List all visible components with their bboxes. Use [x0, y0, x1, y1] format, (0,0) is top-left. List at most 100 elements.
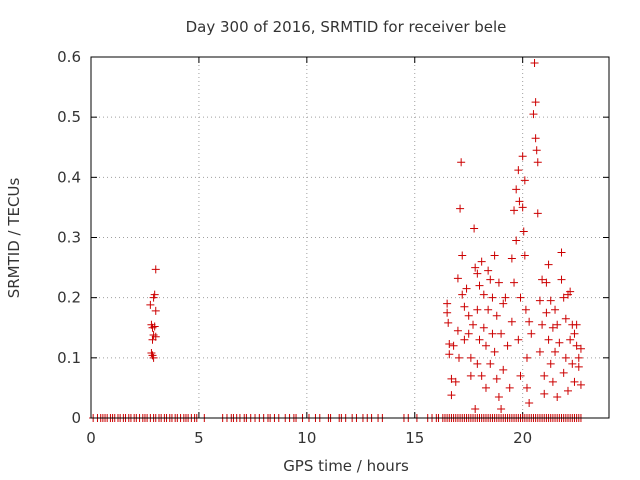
data-point: [505, 383, 514, 392]
data-point: [563, 386, 572, 395]
chart-title: Day 300 of 2016, SRMTID for receiver bel…: [186, 18, 507, 36]
y-tick-label: 0.2: [57, 289, 81, 307]
data-point: [551, 305, 560, 314]
data-point: [516, 293, 525, 302]
data-point: [475, 281, 484, 290]
data-point: [546, 296, 555, 305]
data-point: [447, 374, 456, 383]
data-point: [553, 320, 562, 329]
data-point: [551, 347, 560, 356]
data-point: [150, 322, 159, 331]
data-point: [515, 197, 524, 206]
data-point: [471, 404, 480, 413]
data-point: [532, 146, 541, 155]
data-point: [499, 299, 508, 308]
data-point: [146, 300, 155, 309]
data-point: [492, 311, 501, 320]
data-point: [514, 335, 523, 344]
data-point: [494, 392, 503, 401]
data-point: [497, 329, 506, 338]
data-point: [546, 359, 555, 368]
data-point: [466, 353, 475, 362]
data-point: [544, 335, 553, 344]
data-point: [531, 98, 540, 107]
data-point: [542, 278, 551, 287]
data-point: [507, 254, 516, 263]
data-point: [473, 305, 482, 314]
y-tick-label: 0.5: [57, 108, 81, 126]
tick-labels: 0 5 10 15 20 0 0.1 0.2 0.3 0.4 0.5 0.6: [57, 48, 532, 447]
data-point: [499, 365, 508, 374]
data-point: [566, 287, 575, 296]
data-point: [445, 350, 454, 359]
data-point: [533, 209, 542, 218]
data-point: [570, 377, 579, 386]
data-point: [464, 311, 473, 320]
data-point: [527, 329, 536, 338]
data-point: [520, 251, 529, 260]
plot-frame: [90, 56, 610, 419]
data-point: [447, 391, 456, 400]
data-point: [540, 371, 549, 380]
data-point: [488, 293, 497, 302]
data-point: [535, 296, 544, 305]
data-point: [481, 383, 490, 392]
data-point: [530, 59, 539, 68]
y-tick-label: 0.3: [57, 229, 81, 247]
data-point: [456, 204, 465, 213]
data-point: [462, 284, 471, 293]
data-point: [566, 335, 575, 344]
data-point: [559, 368, 568, 377]
data-point: [519, 227, 528, 236]
data-point: [454, 353, 463, 362]
data-point: [149, 330, 158, 339]
data-point: [557, 275, 566, 284]
data-point: [553, 392, 562, 401]
data-point: [559, 293, 568, 302]
data-point: [469, 320, 478, 329]
data-point: [516, 371, 525, 380]
data-point: [477, 371, 486, 380]
x-axis-label: GPS time / hours: [283, 457, 409, 475]
data-point: [464, 329, 473, 338]
data-point: [540, 389, 549, 398]
data-point: [490, 347, 499, 356]
data-point: [148, 335, 157, 344]
data-point: [497, 404, 506, 413]
data-point: [460, 335, 469, 344]
data-point: [510, 278, 519, 287]
data-point: [548, 377, 557, 386]
data-point: [512, 236, 521, 245]
data-point: [507, 317, 516, 326]
data-point: [494, 278, 503, 287]
data-point: [535, 347, 544, 356]
data-point: [471, 263, 480, 272]
data-point: [150, 290, 159, 299]
y-tick-label: 0.1: [57, 349, 81, 367]
data-point: [538, 320, 547, 329]
x-tick-label: 20: [513, 429, 532, 447]
data-point: [453, 326, 462, 335]
data-point: [475, 335, 484, 344]
data-point: [457, 158, 466, 167]
x-tick-label: 15: [405, 429, 424, 447]
data-point: [518, 152, 527, 161]
data-point: [503, 341, 512, 350]
data-point: [514, 166, 523, 175]
data-point: [548, 323, 557, 332]
y-tick-label: 0.4: [57, 168, 81, 186]
data-point: [151, 306, 160, 315]
data-point: [542, 308, 551, 317]
data-point: [458, 290, 467, 299]
data-point: [574, 362, 583, 371]
data-point: [501, 293, 510, 302]
data-point: [445, 339, 454, 348]
data-point: [449, 341, 458, 350]
data-point: [529, 110, 538, 119]
data-point: [525, 398, 534, 407]
x-tick-label: 10: [297, 429, 316, 447]
data-point: [533, 158, 542, 167]
data-point: [444, 318, 453, 327]
data-point: [561, 353, 570, 362]
